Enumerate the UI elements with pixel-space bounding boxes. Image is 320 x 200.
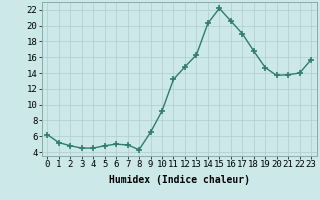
- X-axis label: Humidex (Indice chaleur): Humidex (Indice chaleur): [109, 175, 250, 185]
